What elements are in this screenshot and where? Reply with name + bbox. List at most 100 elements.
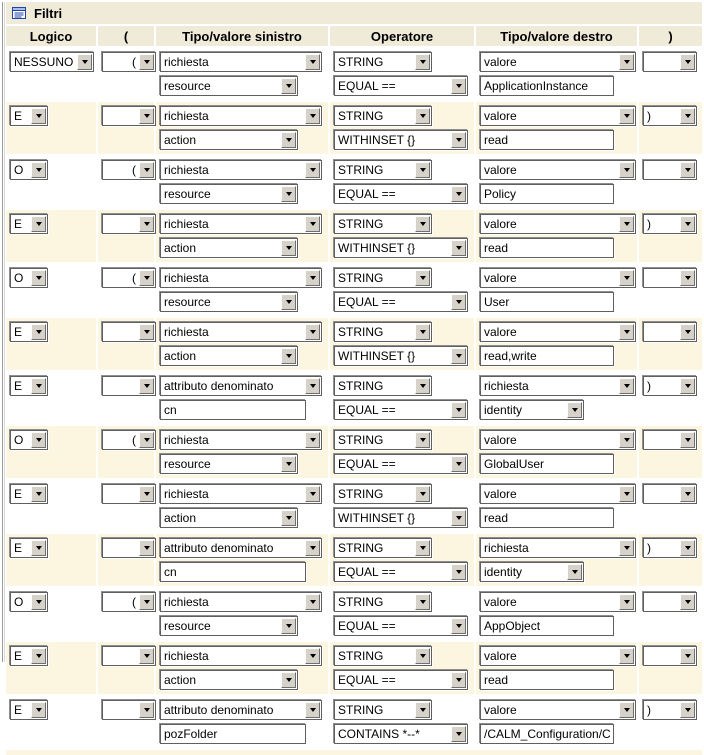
operator-type-select[interactable]: STRING [334,322,432,342]
dropdown-arrow-icon[interactable] [31,108,46,124]
dropdown-arrow-icon[interactable] [305,216,320,232]
left-type-select[interactable]: richiesta [160,160,322,180]
dropdown-arrow-icon[interactable] [305,324,320,340]
dropdown-arrow-icon[interactable] [415,54,430,70]
dropdown-arrow-icon[interactable] [451,672,466,688]
dropdown-arrow-icon[interactable] [619,378,634,394]
left-value-select[interactable]: resource [160,616,298,636]
open-paren-select[interactable] [102,214,156,234]
left-value-select[interactable]: action [160,130,298,150]
left-value-select[interactable]: action [160,670,298,690]
dropdown-arrow-icon[interactable] [31,432,46,448]
left-value-select[interactable]: resource [160,292,298,312]
logico-select[interactable]: E [10,106,48,126]
close-paren-select[interactable] [643,322,697,342]
left-value-select[interactable]: resource [160,454,298,474]
dropdown-arrow-icon[interactable] [619,324,634,340]
dropdown-arrow-icon[interactable] [415,108,430,124]
operator-type-select[interactable]: STRING [334,592,432,612]
operator-select[interactable]: EQUAL == [334,400,468,420]
dropdown-arrow-icon[interactable] [451,510,466,526]
open-paren-select[interactable] [102,700,156,720]
dropdown-arrow-icon[interactable] [31,216,46,232]
right-value-select[interactable]: identity [480,562,584,582]
dropdown-arrow-icon[interactable] [31,162,46,178]
logico-select[interactable]: E [10,484,48,504]
left-type-select[interactable]: richiesta [160,592,322,612]
dropdown-arrow-icon[interactable] [415,324,430,340]
dropdown-arrow-icon[interactable] [281,672,296,688]
right-value-input[interactable] [480,76,614,96]
left-value-input[interactable] [160,562,306,582]
close-paren-select[interactable]: ) [643,214,697,234]
operator-type-select[interactable]: STRING [334,430,432,450]
close-paren-select[interactable]: ) [643,376,697,396]
left-type-select[interactable]: attributo denominato [160,700,322,720]
left-type-select[interactable]: richiesta [160,52,322,72]
dropdown-arrow-icon[interactable] [619,108,634,124]
dropdown-arrow-icon[interactable] [281,348,296,364]
logico-select[interactable]: O [10,430,48,450]
logico-select[interactable]: E [10,700,48,720]
operator-type-select[interactable]: STRING [334,538,432,558]
right-type-select[interactable]: valore [480,430,636,450]
dropdown-arrow-icon[interactable] [281,294,296,310]
dropdown-arrow-icon[interactable] [281,186,296,202]
dropdown-arrow-icon[interactable] [305,486,320,502]
right-type-select[interactable]: valore [480,214,636,234]
dropdown-arrow-icon[interactable] [31,486,46,502]
left-value-input[interactable] [160,724,306,744]
dropdown-arrow-icon[interactable] [619,540,634,556]
operator-type-select[interactable]: STRING [334,484,432,504]
dropdown-arrow-icon[interactable] [139,108,154,124]
right-type-select[interactable]: valore [480,160,636,180]
dropdown-arrow-icon[interactable] [31,702,46,718]
right-type-select[interactable]: richiesta [480,376,636,396]
dropdown-arrow-icon[interactable] [451,78,466,94]
dropdown-arrow-icon[interactable] [680,702,695,718]
dropdown-arrow-icon[interactable] [619,270,634,286]
logico-select[interactable]: O [10,160,48,180]
dropdown-arrow-icon[interactable] [451,456,466,472]
right-value-input[interactable] [480,238,614,258]
close-paren-select[interactable]: ) [643,538,697,558]
logico-select[interactable]: NESSUNO [10,52,94,72]
dropdown-arrow-icon[interactable] [139,54,154,70]
dropdown-arrow-icon[interactable] [415,648,430,664]
dropdown-arrow-icon[interactable] [619,648,634,664]
dropdown-arrow-icon[interactable] [619,432,634,448]
dropdown-arrow-icon[interactable] [415,702,430,718]
dropdown-arrow-icon[interactable] [567,402,582,418]
right-type-select[interactable]: valore [480,52,636,72]
right-value-input[interactable] [480,184,614,204]
left-type-select[interactable]: richiesta [160,484,322,504]
dropdown-arrow-icon[interactable] [281,132,296,148]
dropdown-arrow-icon[interactable] [139,540,154,556]
operator-select[interactable]: EQUAL == [334,562,468,582]
dropdown-arrow-icon[interactable] [305,378,320,394]
dropdown-arrow-icon[interactable] [680,108,695,124]
dropdown-arrow-icon[interactable] [619,216,634,232]
dropdown-arrow-icon[interactable] [451,132,466,148]
left-value-select[interactable]: resource [160,76,298,96]
dropdown-arrow-icon[interactable] [619,702,634,718]
dropdown-arrow-icon[interactable] [680,324,695,340]
right-type-select[interactable]: valore [480,322,636,342]
operator-type-select[interactable]: STRING [334,646,432,666]
dropdown-arrow-icon[interactable] [281,456,296,472]
left-value-select[interactable]: action [160,508,298,528]
operator-type-select[interactable]: STRING [334,160,432,180]
dropdown-arrow-icon[interactable] [680,648,695,664]
open-paren-select[interactable] [102,106,156,126]
left-type-select[interactable]: richiesta [160,646,322,666]
dropdown-arrow-icon[interactable] [139,216,154,232]
dropdown-arrow-icon[interactable] [415,162,430,178]
logico-select[interactable]: E [10,376,48,396]
open-paren-select[interactable]: ( [102,160,156,180]
operator-select[interactable]: WITHINSET {} [334,508,468,528]
right-value-input[interactable] [480,616,614,636]
left-value-select[interactable]: resource [160,184,298,204]
dropdown-arrow-icon[interactable] [139,702,154,718]
right-value-select[interactable]: identity [480,400,584,420]
dropdown-arrow-icon[interactable] [281,78,296,94]
